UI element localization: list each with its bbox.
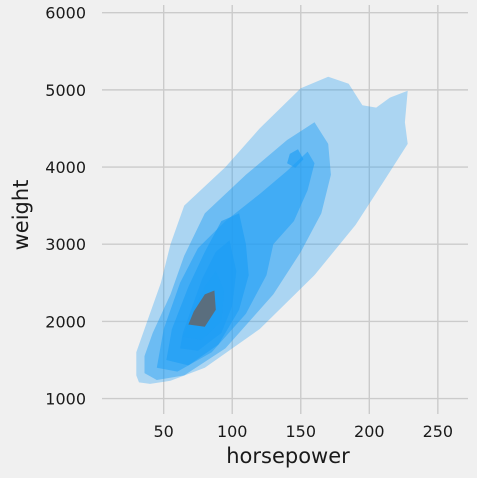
x-tick-labels: 50 100 150 200 250 [154, 422, 454, 441]
y-tick-label: 6000 [45, 4, 86, 23]
grid [102, 5, 468, 414]
x-tick-label: 250 [423, 422, 454, 441]
y-tick-label: 5000 [45, 81, 86, 100]
x-tick-label: 150 [285, 422, 316, 441]
y-tick-label: 4000 [45, 158, 86, 177]
y-tick-label: 3000 [45, 235, 86, 254]
density-level-4 [287, 149, 304, 168]
density-level-7 [188, 290, 216, 327]
x-tick-label: 100 [217, 422, 248, 441]
y-axis-title: weight [9, 180, 33, 251]
density-contours [136, 76, 408, 384]
x-tick-label: 200 [354, 422, 385, 441]
x-tick-label: 50 [154, 422, 174, 441]
x-axis-title: horsepower [226, 444, 350, 468]
y-tick-label: 2000 [45, 312, 86, 331]
y-tick-label: 1000 [45, 390, 86, 409]
y-tick-labels: 1000 2000 3000 4000 5000 6000 [45, 4, 86, 409]
